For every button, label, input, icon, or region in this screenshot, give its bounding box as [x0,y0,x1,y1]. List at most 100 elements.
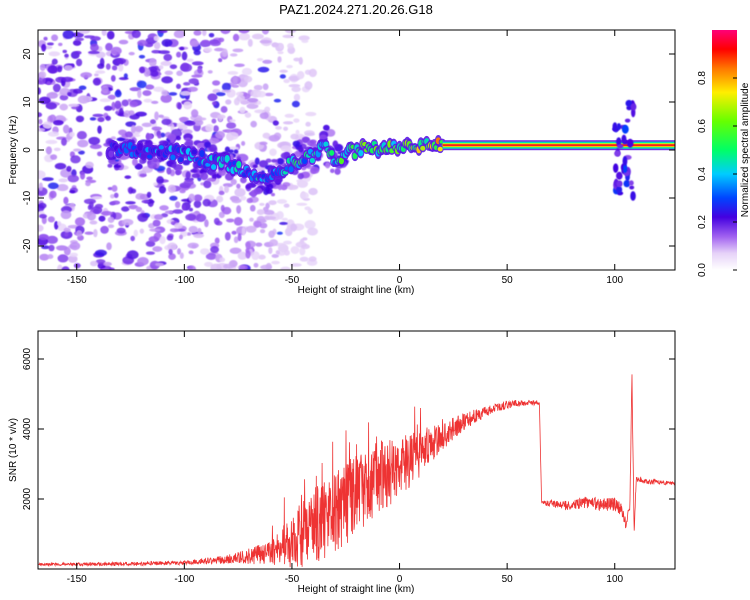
spectrogram-band-cell [204,141,212,148]
spectrogram-noise-cell [94,203,104,209]
spectrogram-noise-cell [41,177,54,182]
snr-x-label: Height of straight line (km) [298,584,415,595]
spectrogram-noise-cell [64,53,69,58]
spectrogram-noise-cell [239,196,247,201]
spectrogram-noise-cell [39,253,50,261]
spectrogram-noise-cell [257,66,270,73]
spectrogram-noise-cell [160,60,172,66]
spectrogram-noise-cell [61,76,74,83]
spectrogram-noise-cell [38,128,46,132]
spectrogram-band-cell [266,188,273,195]
spectrogram-noise-cell [268,246,273,255]
spectrogram-band-cell [114,164,122,168]
spectrogram-tone-core [442,144,675,147]
spectrogram-noise-cell [302,237,308,241]
spectrogram-band-cell [132,158,138,167]
spectrogram-noise-cell [176,83,182,90]
spectrogram-noise-cell [146,191,152,198]
spectrogram-band-cell [309,142,318,148]
spectrogram-noise-cell [191,74,203,78]
spectrogram-noise-cell [268,230,275,239]
spectrogram-noise-cell [218,37,225,43]
spectrogram-noise-cell [299,247,306,256]
spectrogram-noise-cell [231,230,237,235]
spectrogram-noise-cell [80,72,93,78]
spectrogram-noise-cell [241,67,253,76]
spectrogram-burst-cell [630,103,637,111]
spectrogram-noise-cell [179,189,186,194]
spectrogram-noise-cell [86,211,97,221]
spectrogram-noise-cell [210,263,222,270]
spectrogram-noise-cell [295,129,300,135]
spectrogram-band-cell [253,187,263,195]
spectrogram-band-cell [116,137,126,142]
spectrogram-noise-cell [243,75,253,83]
spectrogram-noise-cell [111,200,121,205]
spectrogram-noise-cell [107,186,113,191]
spectrogram-noise-cell [50,154,58,160]
spectrogram-noise-cell [47,254,54,260]
spectrogram-noise-cell [197,227,202,234]
spectrogram-noise-cell [166,235,174,241]
spectrogram-noise-cell [216,195,224,203]
spectrogram-noise-cell [106,30,115,40]
colorbar-tick-label: 0.8 [697,71,708,85]
spectrogram-noise-cell [163,53,173,62]
spectrogram-noise-cell [187,265,197,270]
spectrogram-y-tick-label: -20 [22,238,33,253]
spectrogram-noise-cell [38,71,47,79]
spectrogram-noise-cell [148,58,157,67]
spectrogram-noise-cell [66,165,72,172]
spectrogram-noise-cell [89,144,102,150]
spectrogram-noise-cell [271,254,279,258]
spectrogram-noise-cell [251,251,260,261]
snr-ticks: -150 -100 -50 0 50 100 2000 4000 6000 [22,331,675,585]
spectrogram-noise-cell [264,92,274,97]
colorbar-tick-label: 0.6 [697,119,708,133]
spectrogram-burst-cell [624,118,631,123]
spectrogram-burst-cell [621,134,627,144]
spectrogram-noise-cell [284,113,295,118]
spectrogram-noise-cell [281,217,289,222]
spectrogram-noise-cell [229,247,242,254]
spectrogram-noise-cell [220,30,231,35]
spectrogram-noise-cell [179,90,192,96]
spectrogram-noise-cell [72,88,83,94]
spectrogram-noise-cell [131,30,141,39]
spectrogram-noise-cell [116,227,126,234]
snr-series-line [38,374,675,568]
spectrogram-noise-cell [298,35,310,41]
spectrogram-x-tick-label: 50 [502,275,514,286]
spectrogram-noise-cell [226,218,235,223]
spectrogram-noise-cell [279,74,286,79]
spectrogram-noise-cell [245,241,251,251]
spectrogram-noise-cell [276,199,288,204]
spectrogram-noise-cell [133,229,139,237]
spectrogram-noise-cell [47,216,55,223]
spectrogram-noise-cell [158,50,171,55]
spectrogram-noise-cell [229,119,236,123]
spectrogram-x-tick-label: -150 [67,275,87,286]
spectrogram-noise-cell [168,249,173,255]
spectrogram-noise-cell [167,184,177,193]
spectrogram-noise-cell [143,98,153,103]
spectrogram-noise-cell [156,176,164,185]
spectrogram-noise-cell [98,215,106,222]
spectrogram-noise-cell [167,242,178,251]
spectrogram-noise-cell [86,176,93,181]
spectrogram-y-tick-label: 0 [22,147,33,153]
spectrogram-band-cell [298,146,304,153]
spectrogram-noise-cell [286,64,293,69]
spectrogram-noise-cell [283,126,289,131]
spectrogram-noise-cell [128,51,135,56]
spectrogram-noise-cell [203,180,212,189]
spectrogram-noise-cell [177,248,182,255]
spectrogram-noise-cell [89,117,97,121]
spectrogram-noise-cell [143,68,151,77]
spectrogram-noise-cell [118,39,129,45]
spectrogram-ridge-cell [358,150,364,157]
spectrogram-noise-cell [237,233,242,242]
spectrogram-noise-cell [219,257,226,263]
spectrogram-noise-cell [159,236,166,245]
